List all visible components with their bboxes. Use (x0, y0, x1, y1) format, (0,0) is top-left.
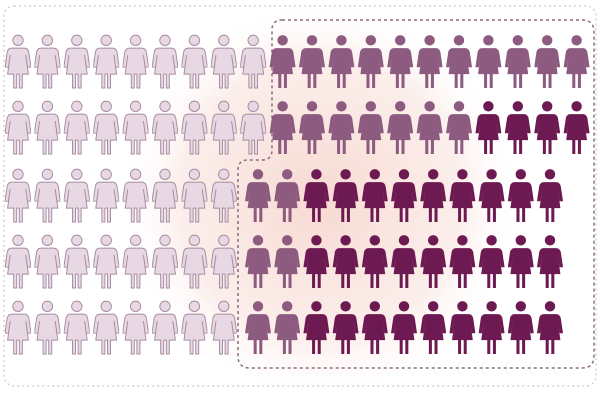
outer-dotted-border (3, 5, 597, 387)
highlight-region-outline (237, 19, 595, 369)
